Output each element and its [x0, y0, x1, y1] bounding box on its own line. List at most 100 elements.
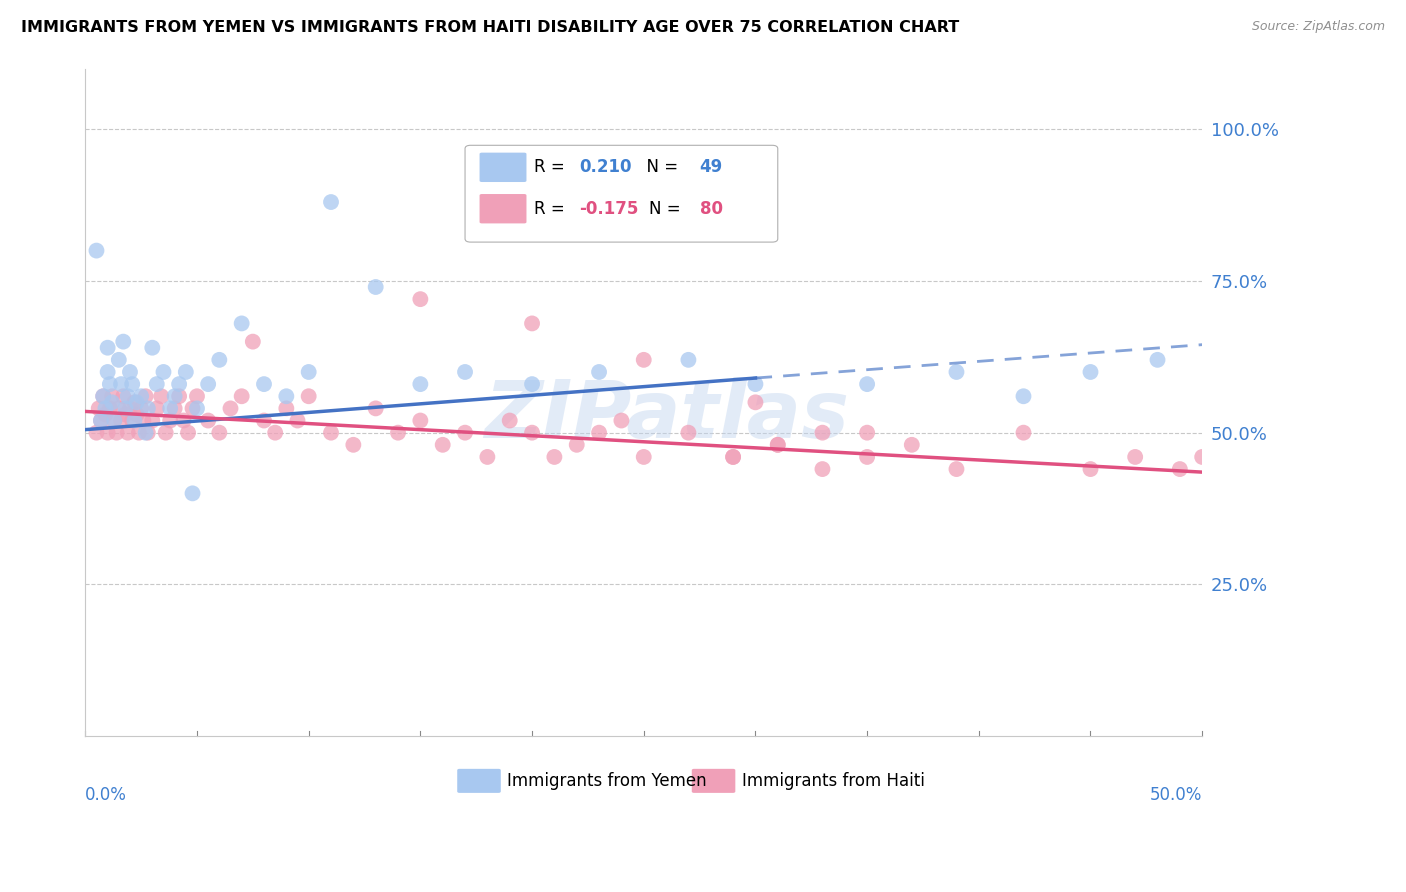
Point — [97, 341, 120, 355]
Point — [744, 377, 766, 392]
Point — [298, 365, 321, 379]
Point — [520, 377, 543, 392]
Point — [136, 401, 159, 416]
Text: R =: R = — [534, 158, 571, 177]
Point — [91, 389, 114, 403]
Point — [520, 425, 543, 440]
Point — [856, 425, 879, 440]
Point — [1012, 425, 1035, 440]
FancyBboxPatch shape — [692, 769, 735, 793]
Point — [208, 425, 231, 440]
Point — [159, 413, 181, 427]
Point — [208, 352, 231, 367]
Point — [129, 401, 152, 416]
Point — [766, 438, 789, 452]
Point — [1123, 450, 1146, 464]
Point — [319, 195, 342, 210]
Point — [364, 401, 387, 416]
Point — [678, 425, 700, 440]
Point — [633, 352, 655, 367]
Point — [107, 352, 129, 367]
Point — [146, 401, 169, 416]
Point — [721, 450, 744, 464]
Point — [766, 438, 789, 452]
Text: Source: ZipAtlas.com: Source: ZipAtlas.com — [1251, 20, 1385, 33]
Point — [276, 401, 298, 416]
FancyBboxPatch shape — [465, 145, 778, 242]
Point — [105, 425, 128, 440]
Point — [409, 413, 432, 427]
Text: -0.175: -0.175 — [579, 200, 638, 218]
Point — [101, 389, 124, 403]
Text: 49: 49 — [700, 158, 723, 177]
Point — [298, 389, 321, 403]
Text: IMMIGRANTS FROM YEMEN VS IMMIGRANTS FROM HAITI DISABILITY AGE OVER 75 CORRELATIO: IMMIGRANTS FROM YEMEN VS IMMIGRANTS FROM… — [21, 20, 959, 35]
Point — [197, 377, 219, 392]
Point — [1191, 450, 1213, 464]
Text: 0.210: 0.210 — [579, 158, 631, 177]
Text: R =: R = — [534, 200, 571, 218]
Point — [90, 413, 112, 427]
Point — [167, 377, 190, 392]
Point — [141, 413, 163, 427]
Point — [94, 401, 117, 416]
Point — [186, 389, 208, 403]
Point — [543, 450, 565, 464]
Text: Immigrants from Haiti: Immigrants from Haiti — [742, 772, 925, 789]
Text: ZIPatlas: ZIPatlas — [484, 376, 849, 455]
Point — [121, 413, 143, 427]
Point — [253, 413, 276, 427]
Point — [186, 401, 208, 416]
Point — [112, 334, 135, 349]
Point — [94, 408, 117, 422]
Point — [90, 413, 112, 427]
Point — [197, 413, 219, 427]
FancyBboxPatch shape — [457, 769, 501, 793]
Point — [150, 389, 173, 403]
Point — [588, 425, 610, 440]
Point — [409, 292, 432, 306]
Text: 50.0%: 50.0% — [1150, 786, 1202, 805]
Point — [901, 438, 924, 452]
Point — [152, 365, 174, 379]
Point — [1080, 462, 1102, 476]
Point — [167, 389, 190, 403]
Point — [242, 334, 264, 349]
FancyBboxPatch shape — [479, 194, 526, 223]
Point — [97, 425, 120, 440]
Point — [155, 425, 177, 440]
Point — [477, 450, 499, 464]
Point — [163, 401, 186, 416]
Point — [132, 413, 155, 427]
Point — [173, 413, 195, 427]
Point — [121, 377, 143, 392]
Point — [387, 425, 409, 440]
Point — [135, 425, 157, 440]
Point — [124, 413, 146, 427]
Point — [98, 377, 121, 392]
Point — [454, 365, 477, 379]
Point — [136, 425, 159, 440]
Point — [856, 377, 879, 392]
Point — [1080, 365, 1102, 379]
Point — [409, 377, 432, 392]
Point — [1146, 352, 1168, 367]
Point — [125, 408, 148, 422]
Point — [231, 389, 253, 403]
Point — [276, 389, 298, 403]
Point — [588, 365, 610, 379]
Point — [811, 425, 834, 440]
Point — [101, 395, 124, 409]
Point — [253, 377, 276, 392]
Point — [610, 413, 633, 427]
Point — [118, 365, 141, 379]
Point — [114, 408, 136, 422]
Point — [124, 395, 146, 409]
Point — [721, 450, 744, 464]
Point — [945, 365, 967, 379]
FancyBboxPatch shape — [479, 153, 526, 182]
Point — [264, 425, 287, 440]
Point — [159, 401, 181, 416]
Text: N =: N = — [636, 158, 683, 177]
Point — [633, 450, 655, 464]
